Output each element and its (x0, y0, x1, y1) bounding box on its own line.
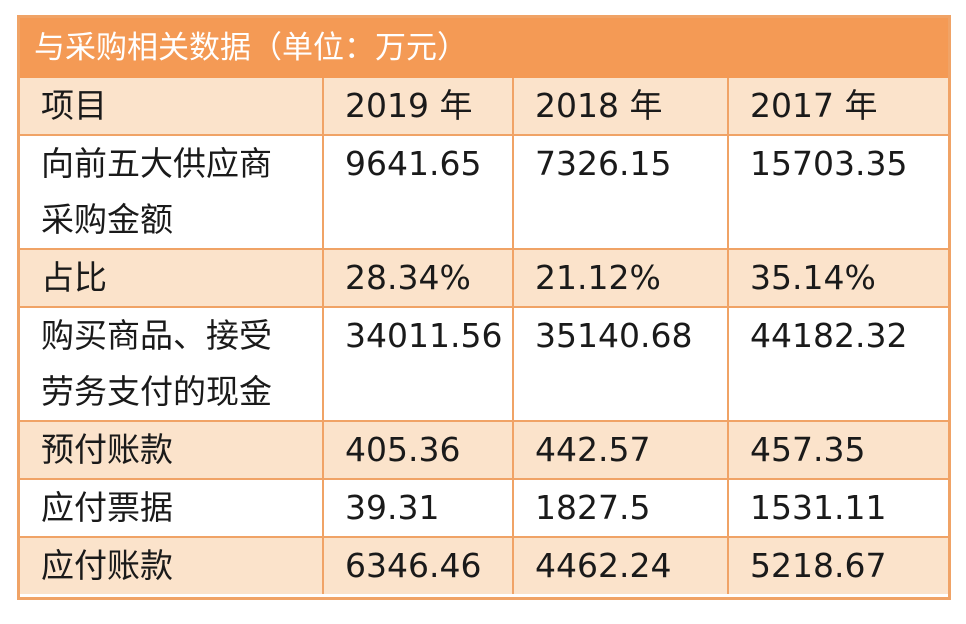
value-cell-2018: 442.57 (512, 420, 729, 480)
value-cell-2017: 15703.35 (727, 134, 948, 250)
row-label-line: 购买商品、接受 (41, 316, 272, 355)
data-table-frame: 与采购相关数据（单位：万元） 项目 2019 年 2018 年 2017 年 向… (17, 15, 951, 600)
value-cell-2017: 5218.67 (727, 536, 948, 594)
value-cell-2018: 35140.68 (512, 306, 729, 422)
value-cell-2019: 34011.56 (322, 306, 514, 422)
value-cell-2018: 1827.5 (512, 478, 729, 538)
row-label-line: 采购金额 (41, 200, 173, 239)
row-label-line: 劳务支付的现金 (41, 372, 272, 411)
header-cell-2019: 2019 年 (322, 78, 514, 136)
table-row-top5-supplier-purchase: 向前五大供应商 采购金额 9641.65 7326.15 15703.35 (20, 134, 948, 250)
table-title: 与采购相关数据（单位：万元） (20, 18, 948, 78)
row-label: 应付账款 (20, 536, 324, 594)
value-cell-2017: 457.35 (727, 420, 948, 480)
table-row-prepayments: 预付账款 405.36 442.57 457.35 (20, 420, 948, 480)
header-cell-2017: 2017 年 (727, 78, 948, 136)
table-row-accounts-payable: 应付账款 6346.46 4462.24 5218.67 (20, 536, 948, 594)
row-label: 购买商品、接受 劳务支付的现金 (20, 306, 324, 422)
value-cell-2017: 1531.11 (727, 478, 948, 538)
value-cell-2019: 9641.65 (322, 134, 514, 250)
header-row: 项目 2019 年 2018 年 2017 年 (20, 78, 948, 136)
value-cell-2019: 405.36 (322, 420, 514, 480)
header-cell-2018: 2018 年 (512, 78, 729, 136)
row-label-line: 向前五大供应商 (41, 144, 272, 183)
row-label: 应付票据 (20, 478, 324, 538)
row-label: 预付账款 (20, 420, 324, 480)
table-row-cash-paid-goods-services: 购买商品、接受 劳务支付的现金 34011.56 35140.68 44182.… (20, 306, 948, 422)
value-cell-2019: 28.34% (322, 248, 514, 308)
procurement-data-table: 项目 2019 年 2018 年 2017 年 向前五大供应商 采购金额 964… (20, 78, 948, 594)
value-cell-2018: 7326.15 (512, 134, 729, 250)
table-row-ratio: 占比 28.34% 21.12% 35.14% (20, 248, 948, 308)
value-cell-2018: 21.12% (512, 248, 729, 308)
value-cell-2019: 39.31 (322, 478, 514, 538)
value-cell-2017: 35.14% (727, 248, 948, 308)
value-cell-2019: 6346.46 (322, 536, 514, 594)
value-cell-2018: 4462.24 (512, 536, 729, 594)
row-label: 向前五大供应商 采购金额 (20, 134, 324, 250)
value-cell-2017: 44182.32 (727, 306, 948, 422)
row-label: 占比 (20, 248, 324, 308)
header-cell-item: 项目 (20, 78, 324, 136)
table-row-notes-payable: 应付票据 39.31 1827.5 1531.11 (20, 478, 948, 538)
